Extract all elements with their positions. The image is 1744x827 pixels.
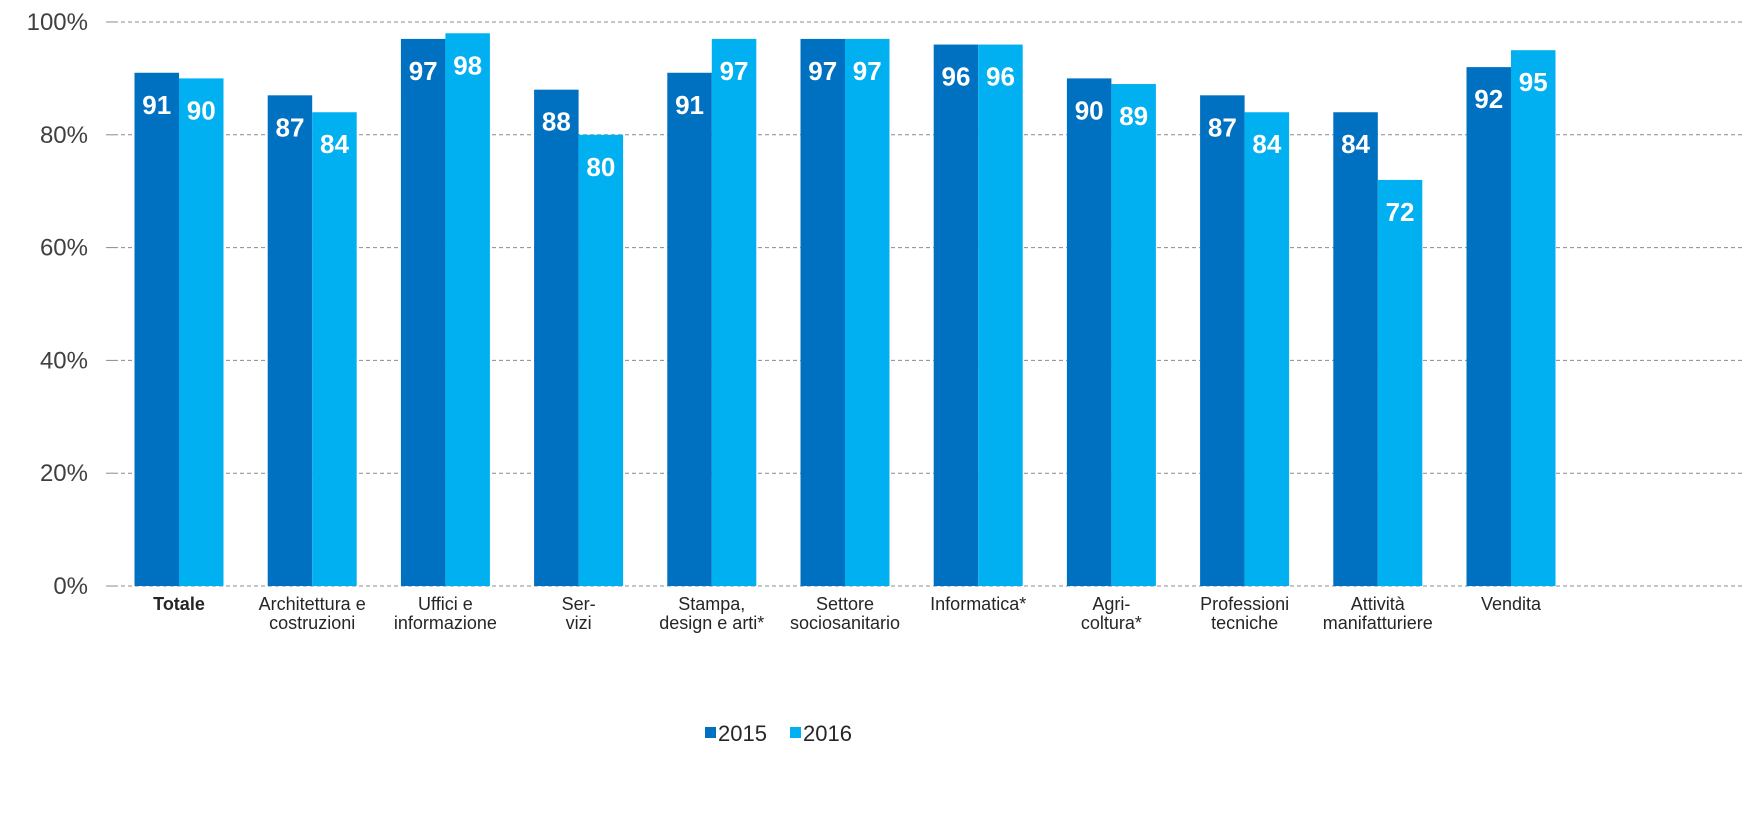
x-tick-label: Settore — [816, 594, 874, 614]
y-tick-label: 20% — [40, 460, 88, 487]
legend-label-2015: 2015 — [718, 721, 767, 746]
bar-2016 — [312, 112, 357, 587]
y-tick-label: 60% — [40, 235, 88, 262]
data-label: 84 — [1252, 129, 1281, 159]
data-label: 91 — [142, 90, 171, 120]
bar-2015 — [400, 38, 446, 587]
bar-2016 — [1511, 50, 1556, 586]
data-label: 97 — [808, 56, 837, 86]
y-tick-label: 0% — [53, 573, 88, 600]
x-tick-label: Totale — [153, 594, 205, 614]
data-label: 87 — [275, 112, 304, 142]
x-tick-label: tecniche — [1211, 613, 1278, 633]
bar-2016 — [978, 44, 1023, 587]
bars — [134, 33, 1556, 587]
bar-2016 — [578, 134, 624, 587]
x-tick-label: Stampa, — [678, 594, 745, 614]
y-axis: 0% 20% 40% 60% 80% 100% — [27, 9, 114, 600]
data-label: 97 — [409, 56, 438, 86]
bar-2016 — [711, 38, 757, 587]
data-label: 91 — [675, 90, 704, 120]
legend-label-2016: 2016 — [803, 721, 852, 746]
x-tick-label: Professioni — [1200, 594, 1289, 614]
bar-2016 — [1377, 179, 1423, 587]
data-label: 72 — [1386, 197, 1415, 227]
bar-2016 — [1244, 112, 1290, 587]
data-label: 96 — [941, 62, 970, 92]
data-label: 84 — [1341, 129, 1370, 159]
bar-2015 — [134, 72, 179, 586]
bar-2016 — [179, 78, 224, 587]
bar-2016 — [445, 33, 490, 586]
data-label: 80 — [586, 152, 615, 182]
data-label: 97 — [720, 56, 749, 86]
x-tick-label: Uffici e — [418, 594, 473, 614]
y-tick-label: 80% — [40, 122, 88, 149]
bar-2015 — [1200, 95, 1245, 586]
x-tick-label: vizi — [566, 613, 592, 633]
bar-2015 — [1333, 112, 1378, 587]
bar-2015 — [1066, 78, 1112, 587]
data-label: 95 — [1519, 67, 1548, 97]
legend-swatch-2015 — [705, 727, 716, 738]
bar-2015 — [1466, 67, 1511, 587]
bar-2015 — [933, 44, 979, 587]
y-tick-label: 100% — [27, 9, 88, 36]
data-label: 90 — [1075, 95, 1104, 125]
x-tick-label: Agri- — [1092, 594, 1130, 614]
x-tick-label: Vendita — [1481, 594, 1542, 614]
x-tick-label: manifatturiere — [1323, 613, 1433, 633]
data-label: 87 — [1208, 112, 1237, 142]
x-tick-label: design e arti* — [659, 613, 764, 633]
bar-2015 — [267, 95, 313, 586]
bar-2016 — [845, 38, 890, 587]
x-tick-label: informazione — [394, 613, 497, 633]
data-label: 98 — [453, 50, 482, 80]
bar-2015 — [667, 72, 712, 586]
bar-2015 — [534, 89, 579, 587]
data-label: 96 — [986, 62, 1015, 92]
x-tick-label: costruzioni — [269, 613, 355, 633]
bar-2016 — [1111, 84, 1156, 586]
x-tick-label: Ser- — [562, 594, 596, 614]
data-label: 97 — [853, 56, 882, 86]
data-label: 88 — [542, 107, 571, 137]
y-tick-label: 40% — [40, 347, 88, 374]
data-label: 90 — [187, 95, 216, 125]
data-labels: 91 90 87 84 97 98 88 80 91 97 97 97 96 96 90 89 87 84 84 72… — [142, 50, 1547, 227]
x-tick-label: Informatica* — [930, 594, 1026, 614]
data-label: 84 — [320, 129, 349, 159]
x-tick-label: sociosanitario — [790, 613, 900, 633]
data-label: 92 — [1474, 84, 1503, 114]
bar-2015 — [800, 38, 845, 587]
x-tick-label: Attività — [1351, 594, 1406, 614]
x-tick-label: coltura* — [1081, 613, 1142, 633]
x-tick-label: Architettura e — [259, 594, 366, 614]
legend: 2015 2016 — [705, 721, 852, 746]
legend-swatch-2016 — [790, 727, 801, 738]
data-label: 89 — [1119, 101, 1148, 131]
